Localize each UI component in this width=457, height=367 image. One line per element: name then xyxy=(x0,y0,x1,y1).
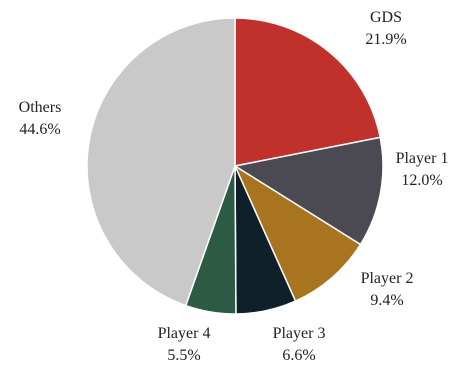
label-others: Others xyxy=(19,99,62,116)
slice-player-1 xyxy=(232,136,384,246)
label-player-2: Player 2 xyxy=(361,270,414,287)
value-player-1: 12.0% xyxy=(401,172,442,189)
value-player-3: 6.6% xyxy=(282,347,315,364)
slice-others xyxy=(86,17,236,307)
label-gds: GDS xyxy=(370,9,402,26)
label-player-3: Player 3 xyxy=(273,325,326,342)
value-others: 44.6% xyxy=(19,121,60,138)
value-gds: 21.9% xyxy=(365,31,406,48)
value-player-2: 9.4% xyxy=(370,292,403,309)
label-player-1: Player 1 xyxy=(396,150,449,167)
pie-slices xyxy=(86,17,384,315)
pie-labels: GDS 21.9% Player 1 12.0% Player 2 9.4% Player … xyxy=(19,9,449,364)
slice-player-2 xyxy=(233,164,362,303)
label-player-4: Player 4 xyxy=(158,325,211,342)
value-player-4: 5.5% xyxy=(167,347,200,364)
slice-gds xyxy=(234,17,382,167)
